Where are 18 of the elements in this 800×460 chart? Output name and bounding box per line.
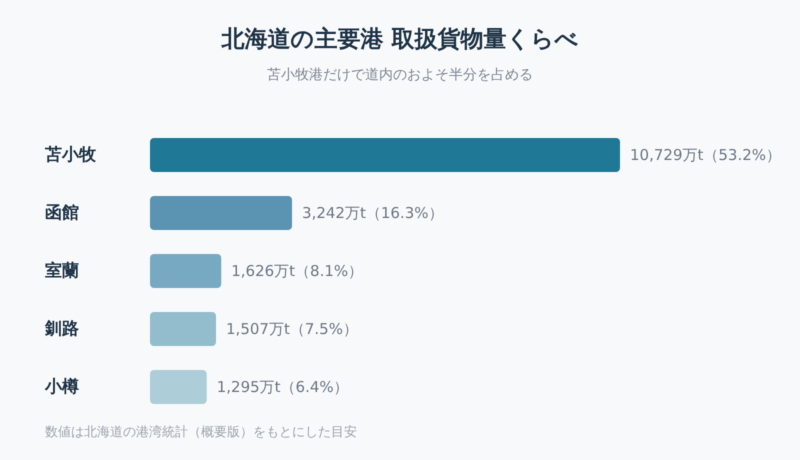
bar <box>150 254 222 288</box>
y-tick-label: 釧路 <box>44 319 79 339</box>
y-tick-label: 室蘭 <box>45 261 79 281</box>
bar <box>150 138 620 172</box>
y-tick-label: 小樽 <box>44 377 79 397</box>
data-label: 1,507万t（7.5%） <box>226 320 358 338</box>
y-tick-label: 苫小牧 <box>44 145 97 165</box>
bar <box>150 370 207 404</box>
bar <box>150 196 292 230</box>
y-tick-label: 函館 <box>45 203 79 223</box>
bar <box>150 312 216 346</box>
text: 数値は北海道の港湾統計（概要版）をもとにした目安 <box>45 424 357 440</box>
data-label: 1,295万t（6.4%） <box>216 378 349 396</box>
data-label: 3,242万t（16.3%） <box>302 204 444 222</box>
chart-subtitle: 苫小牧港だけで道内のおよそ半分を占める <box>267 67 533 83</box>
data-label: 1,626万t（8.1%） <box>231 262 364 280</box>
data-label: 10,729万t（53.2%） <box>630 146 782 164</box>
chart-title: 北海道の主要港 取扱貨物量くらべ <box>220 26 579 52</box>
